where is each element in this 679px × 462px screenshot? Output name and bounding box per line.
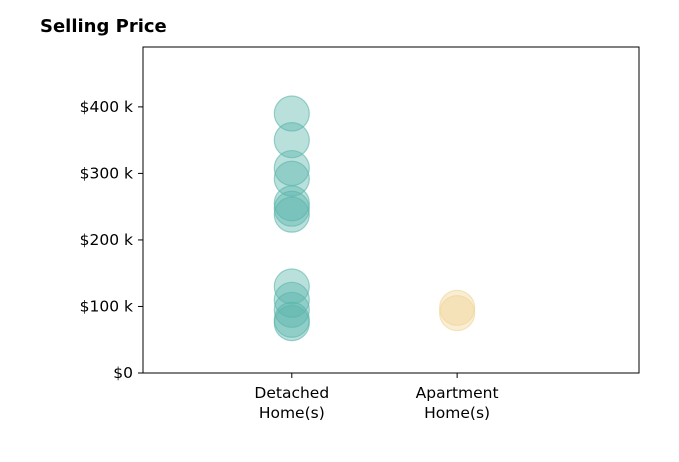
data-point <box>273 122 310 159</box>
data-point <box>273 305 310 342</box>
y-tick-label: $400 k <box>80 98 133 116</box>
x-axis: Detached Home(s) Apartment Home(s) <box>254 373 499 422</box>
x-tick-label: Detached Home(s) <box>254 384 329 422</box>
data-point <box>439 289 476 326</box>
data-point <box>273 185 310 222</box>
chart-title: Selling Price <box>40 16 167 37</box>
points-layer <box>273 95 476 342</box>
data-point <box>273 196 310 233</box>
data-point <box>273 95 310 132</box>
y-tick-label: $100 k <box>80 297 133 315</box>
y-tick-label: $300 k <box>80 164 133 182</box>
data-point <box>273 160 310 197</box>
y-tick-label: $200 k <box>80 231 133 249</box>
y-tick-label: $0 <box>113 364 133 382</box>
data-point <box>439 295 476 332</box>
x-tick-label-line: Home(s) <box>424 404 490 422</box>
plot-frame <box>142 46 640 374</box>
x-tick-label-line: Apartment <box>416 384 499 402</box>
y-axis: $0 $100 k $200 k $300 k $400 k <box>80 98 143 382</box>
x-tick-label: Apartment Home(s) <box>416 384 499 422</box>
data-point <box>273 291 310 328</box>
x-tick-label-line: Detached <box>254 384 329 402</box>
x-tick-label-line: Home(s) <box>259 404 325 422</box>
